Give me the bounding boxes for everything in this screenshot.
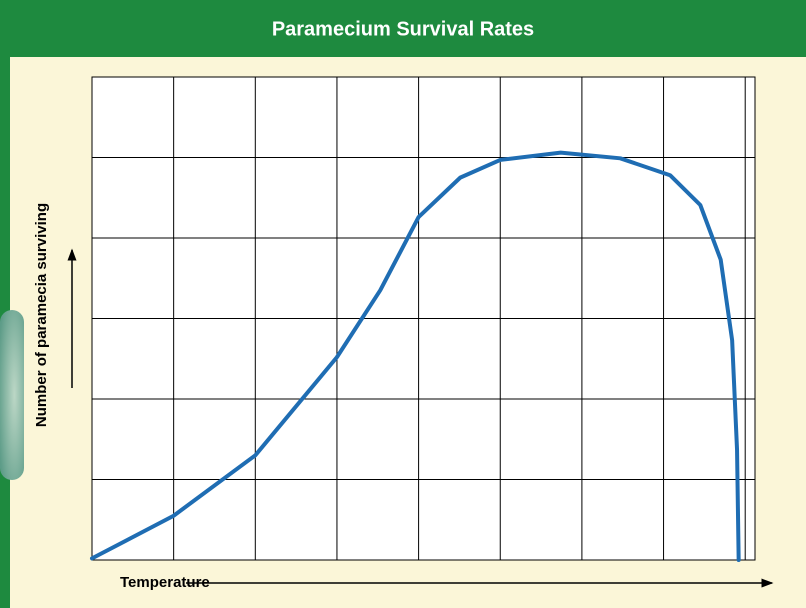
chart: Paramecium Survival Rates Number of para… bbox=[0, 0, 806, 608]
y-axis-label: Number of paramecia surviving bbox=[33, 203, 50, 427]
side-bar bbox=[0, 0, 10, 608]
chart-title: Paramecium Survival Rates bbox=[272, 18, 534, 40]
photo-edge bbox=[0, 310, 24, 480]
page: {"chart_data": {"type": "line", "title":… bbox=[0, 0, 806, 608]
